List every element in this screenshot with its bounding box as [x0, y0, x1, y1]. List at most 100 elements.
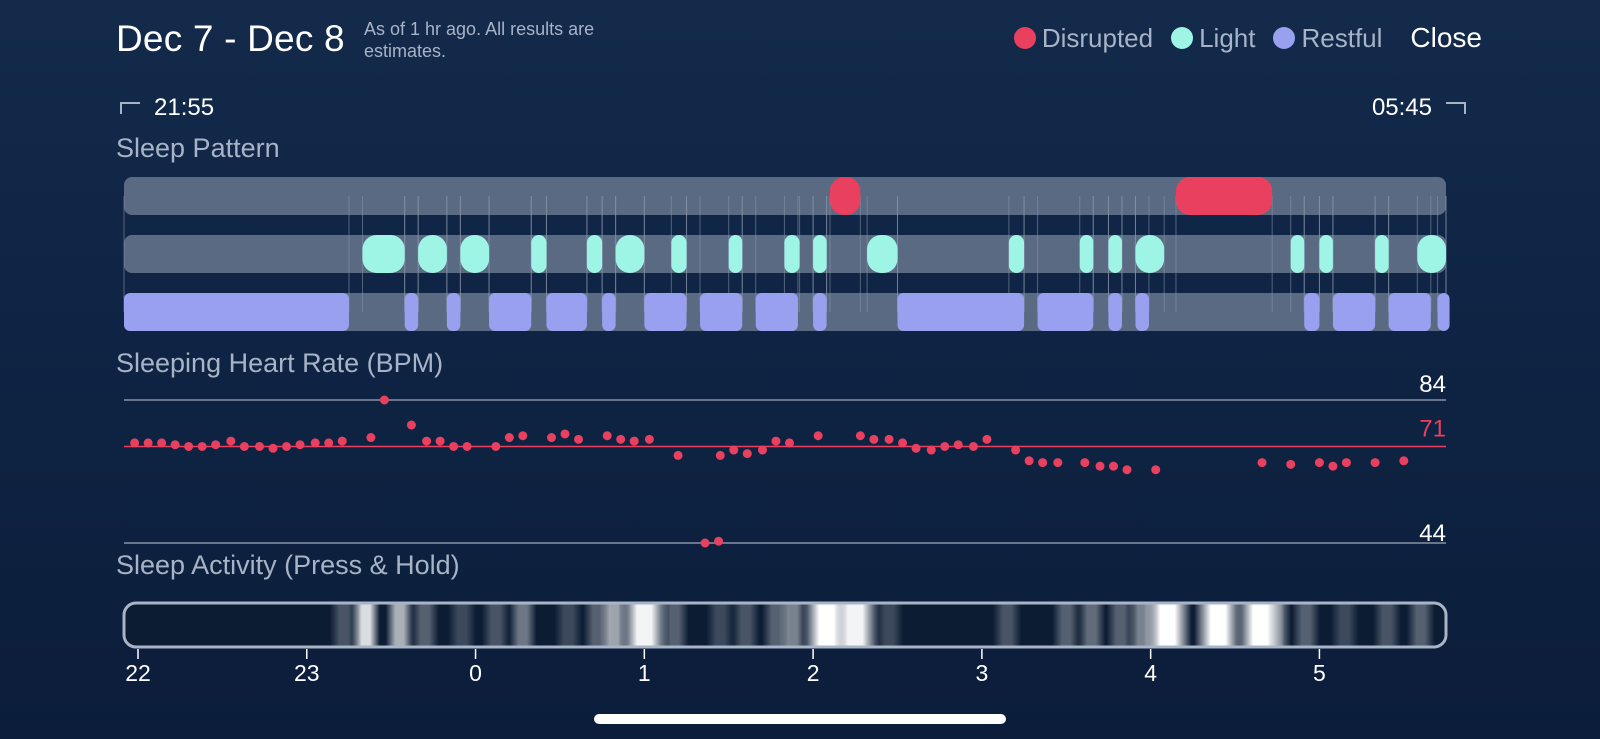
range-start-time: 21:55 — [154, 94, 215, 121]
page-title: Dec 7 - Dec 8 — [116, 18, 345, 59]
hr-point — [1151, 465, 1161, 475]
legend-item-disrupted: Disrupted — [1013, 22, 1154, 54]
sleep-activity-title: Sleep Activity (Press & Hold) — [116, 550, 460, 580]
hr-point — [491, 441, 501, 451]
activity-band — [731, 603, 760, 647]
estimate-note: As of 1 hr ago. All results are estimate… — [364, 19, 595, 61]
pattern-segment-restful — [446, 293, 461, 331]
hr-point — [379, 395, 389, 405]
hr-point — [282, 441, 292, 451]
activity-band — [831, 603, 880, 647]
hr-average-label: 71 — [1419, 415, 1446, 442]
activity-tick-label: 2 — [807, 660, 820, 686]
pattern-segment-light — [671, 235, 687, 273]
pattern-segment-restful — [897, 293, 1025, 331]
activity-band — [554, 603, 583, 647]
hr-point — [1095, 461, 1105, 471]
hr-point — [310, 438, 320, 448]
activity-tick-label: 22 — [125, 660, 151, 686]
pattern-segment-light — [1417, 235, 1446, 273]
hr-point — [295, 440, 305, 450]
pattern-segment-light — [362, 235, 405, 273]
activity-band — [1194, 603, 1243, 647]
hr-point — [968, 441, 978, 451]
hr-point — [547, 433, 557, 443]
hr-max-label: 84 — [1419, 371, 1446, 398]
hr-point — [226, 436, 236, 446]
hr-point — [940, 441, 950, 451]
pattern-segment-restful — [404, 293, 419, 331]
pattern-segment-restful — [489, 293, 532, 331]
pattern-segment-restful — [602, 293, 616, 331]
hr-point — [1080, 458, 1090, 468]
hr-point — [1024, 456, 1034, 466]
pattern-segment-light — [586, 235, 603, 273]
hr-point — [1038, 458, 1048, 468]
activity-band — [448, 603, 477, 647]
activity-band — [1291, 603, 1320, 647]
hr-point — [435, 436, 445, 446]
hr-point — [616, 434, 626, 444]
hr-point — [170, 440, 180, 450]
activity-band — [1077, 603, 1106, 647]
hr-point — [130, 438, 140, 448]
hr-point — [1011, 445, 1021, 455]
pattern-segment-restful — [813, 293, 827, 331]
activity-band — [1263, 603, 1292, 647]
activity-band — [875, 603, 904, 647]
activity-band — [1330, 603, 1359, 647]
hr-min-label: 44 — [1419, 520, 1446, 547]
heart-rate-title: Sleeping Heart Rate (BPM) — [116, 348, 444, 378]
pattern-segment-light — [1079, 235, 1094, 273]
activity-band — [481, 603, 510, 647]
hr-point — [673, 450, 683, 460]
legend-item-restful: Restful — [1273, 23, 1382, 54]
hr-point — [715, 450, 725, 460]
hr-point — [1286, 459, 1296, 469]
hr-point — [462, 441, 472, 451]
activity-band — [385, 603, 414, 647]
pattern-segment-restful — [1304, 293, 1320, 331]
activity-bands — [124, 603, 1446, 647]
hr-point — [1109, 461, 1119, 471]
pattern-segment-light — [784, 235, 800, 273]
activity-tick-label: 3 — [975, 660, 988, 686]
hr-point — [926, 445, 936, 455]
pattern-track-0 — [124, 177, 1446, 215]
hr-point — [911, 443, 921, 453]
pattern-segment-light — [1319, 235, 1333, 273]
hr-point — [953, 440, 963, 450]
activity-band — [410, 603, 439, 647]
hr-point — [784, 438, 794, 448]
activity-band — [993, 603, 1022, 647]
activity-band — [351, 603, 380, 647]
home-indicator[interactable] — [594, 714, 1006, 724]
activity-tick-label: 1 — [638, 660, 651, 686]
range-end: 05:45 — [1372, 94, 1466, 122]
hr-point — [982, 434, 992, 444]
hr-point — [324, 438, 334, 448]
activity-band — [660, 603, 689, 647]
pattern-segment-light — [460, 235, 490, 273]
pattern-segment-restful — [1388, 293, 1431, 331]
close-button[interactable]: Close — [1410, 22, 1482, 53]
legend: Disrupted Light Restful Close — [1013, 22, 1482, 54]
pattern-segment-restful — [1135, 293, 1149, 331]
disrupted-dot-icon — [1013, 27, 1036, 49]
pattern-segment-light — [1135, 235, 1165, 273]
legend-label-disrupted: Disrupted — [1041, 22, 1154, 53]
pattern-segment-restful — [644, 293, 687, 331]
activity-tick-label: 4 — [1144, 660, 1157, 686]
hr-point — [504, 433, 514, 443]
hr-point — [406, 420, 416, 430]
pattern-segment-disrupted — [829, 177, 861, 215]
hr-point — [700, 538, 710, 548]
hr-point — [729, 445, 739, 455]
hr-point — [813, 431, 823, 441]
pattern-segment-restful — [1437, 293, 1450, 331]
hr-point — [157, 438, 167, 448]
range-end-time: 05:45 — [1371, 94, 1432, 121]
